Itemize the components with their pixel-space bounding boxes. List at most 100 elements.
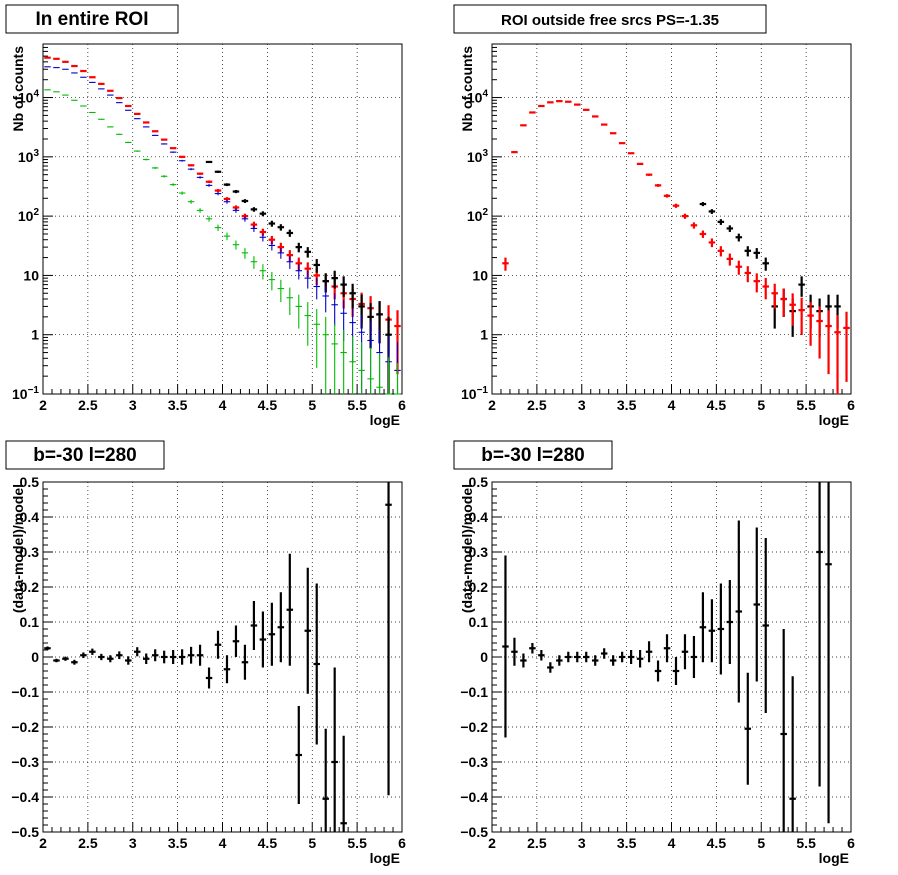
data-point xyxy=(169,151,177,153)
data-point xyxy=(98,118,105,120)
data-point xyxy=(780,288,787,317)
data-point xyxy=(717,246,725,257)
data-point xyxy=(107,655,114,663)
data-point xyxy=(169,650,177,664)
data-point xyxy=(538,650,545,661)
data-point xyxy=(277,592,285,663)
data-point xyxy=(286,229,294,237)
data-point xyxy=(331,270,338,289)
x-tick-label: 2 xyxy=(488,397,496,413)
data-point xyxy=(250,225,258,232)
x-tick-label: 4.5 xyxy=(258,835,278,851)
data-point xyxy=(268,241,276,251)
title-box xyxy=(5,440,165,470)
title-box xyxy=(5,4,179,34)
x-tick-label: 4 xyxy=(219,397,227,413)
data-point xyxy=(187,199,195,204)
data-point xyxy=(681,213,689,219)
data-point xyxy=(125,656,132,665)
data-point xyxy=(268,602,276,666)
x-tick-label: 5 xyxy=(308,835,316,851)
data-point xyxy=(627,152,635,155)
panel-counts-outside-free-srcs: 2 2.5 3 3.5 4 4.5 5 5.5 6 10−1 1 10 102 103 104 logE Nb … xyxy=(453,4,855,428)
data-point xyxy=(816,306,823,359)
data-point xyxy=(322,728,329,832)
data-point xyxy=(241,199,249,203)
data-point xyxy=(816,482,823,787)
data-point xyxy=(223,655,231,684)
data-point xyxy=(735,233,743,242)
data-point xyxy=(331,293,338,326)
data-point xyxy=(268,220,276,227)
data-point xyxy=(134,112,141,115)
title-box xyxy=(453,4,767,34)
data-point xyxy=(241,248,249,259)
data-point xyxy=(250,256,258,269)
data-point xyxy=(62,656,69,661)
data-point xyxy=(583,108,590,111)
data-point xyxy=(259,611,267,668)
series-3 xyxy=(44,89,401,395)
data-point xyxy=(636,650,644,668)
data-point xyxy=(313,583,320,745)
data-point xyxy=(205,160,213,164)
y-tick-label: 0.2 xyxy=(469,579,489,595)
data-point xyxy=(286,553,294,666)
data-point xyxy=(753,527,760,682)
x-tick-label: 3 xyxy=(578,397,586,413)
x-tick-label: 2 xyxy=(488,835,496,851)
data-point xyxy=(196,176,204,179)
data-point xyxy=(654,184,662,187)
data-point xyxy=(618,142,626,145)
data-point xyxy=(735,260,743,275)
data-point xyxy=(744,266,752,283)
data-point xyxy=(286,256,294,269)
y-tick-label: 102 xyxy=(18,207,40,224)
data-point xyxy=(609,132,617,135)
data-point xyxy=(717,583,725,675)
data-point xyxy=(789,676,796,832)
x-tick-label: 5 xyxy=(757,397,765,413)
x-tick-label: 5 xyxy=(757,835,765,851)
y-tick-label: 104 xyxy=(467,89,489,106)
x-axis-title: logE xyxy=(370,412,400,428)
x-axis-title: logE xyxy=(819,412,849,428)
data-point xyxy=(223,232,231,241)
data-point xyxy=(753,248,760,259)
chart-title: b=-30 l=280 xyxy=(33,445,137,466)
data-point xyxy=(672,203,680,208)
x-axis-title: logE xyxy=(819,850,849,866)
data-point xyxy=(645,173,653,176)
data-point xyxy=(690,636,698,678)
data-point xyxy=(798,297,805,336)
data-point xyxy=(529,111,536,114)
panel-residual-right: 2 2.5 3 3.5 4 4.5 5 5.5 6 −0.5 −0.4 −0.3 −0.2 −0.1 0 0.… xyxy=(453,440,855,866)
data-point xyxy=(798,276,805,297)
data-point xyxy=(196,644,204,666)
x-tick-label: 5.5 xyxy=(796,397,816,413)
x-tick-label: 6 xyxy=(847,397,855,413)
data-point xyxy=(232,240,240,250)
data-point xyxy=(205,180,213,184)
data-point xyxy=(520,653,527,668)
panel-counts-entire-roi: 2 2.5 3 3.5 4 4.5 5 5.5 6 10−1 1 10 102 103 104 logE Nb … xyxy=(5,4,406,428)
data-point xyxy=(268,272,276,291)
data-point xyxy=(780,629,787,832)
data-point xyxy=(762,538,769,713)
data-point xyxy=(223,199,231,204)
data-point xyxy=(502,257,509,271)
data-point xyxy=(807,302,814,346)
y-tick-label: 0.1 xyxy=(469,614,489,630)
data-point xyxy=(277,279,285,303)
data-point xyxy=(160,175,168,178)
chart-title: ROI outside free srcs PS=-1.35 xyxy=(501,12,719,29)
y-tick-label: −0.4 xyxy=(11,789,39,805)
data-point xyxy=(726,253,734,266)
data-point xyxy=(654,660,662,682)
x-tick-label: 3.5 xyxy=(168,835,188,851)
x-tick-label: 2.5 xyxy=(527,397,547,413)
y-tick-label: 0.3 xyxy=(20,544,40,560)
data-point xyxy=(708,599,716,663)
data-point xyxy=(394,362,401,395)
x-tick-label: 5 xyxy=(308,397,316,413)
